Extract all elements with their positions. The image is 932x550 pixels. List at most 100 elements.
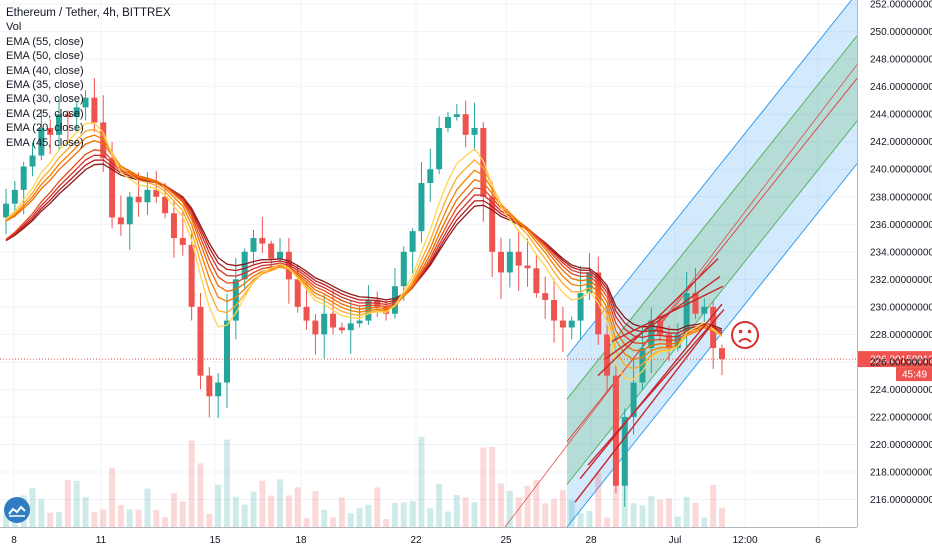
volume-bar [551,498,558,527]
volume-bar [206,513,213,527]
time-tick-label: 11 [96,535,107,546]
tradingview-logo-icon[interactable] [4,497,30,523]
candle-body [162,196,169,214]
candle-body [551,299,558,321]
candle-body [586,272,593,294]
candle-body [612,375,619,486]
candle-body [47,127,54,135]
current-price-label: 226.20158912 [870,355,932,366]
volume-bar [100,509,107,527]
wedge-line [597,258,719,377]
time-tick-label: 22 [410,535,422,546]
time-tick-label: 12:00 [732,535,757,546]
volume-bar [480,447,487,527]
ema-line-45 [5,154,723,339]
candle-body [604,334,611,376]
extended-trend-line [504,64,858,528]
candle-body [515,251,522,266]
volume-bar [294,487,301,527]
volume-bar [197,463,204,527]
volume-bar [418,436,425,527]
candle-body [400,251,407,287]
wedge-line [611,285,724,342]
price-tick-label: 240.00000000 [870,165,932,176]
volume-bar [82,496,89,527]
time-tick-label: 15 [209,535,221,546]
volume-bar [188,440,195,527]
legend-ema-4: EMA (35, close) [6,79,84,92]
price-tick-label: 238.00000000 [870,192,932,203]
candle-body [648,320,655,349]
wedge-line [579,303,723,480]
volume-bar [117,504,124,527]
candle-body [56,114,63,135]
volume-bar [542,503,549,527]
volume-bar [29,487,36,527]
volume-bar [321,509,328,527]
candle-body [135,196,142,203]
volume-bar [135,509,142,527]
price-tick-label: 224.00000000 [870,385,932,396]
candle-body [82,97,89,108]
grid [0,0,857,527]
volume-bar [223,439,230,527]
candle-body [277,251,284,259]
volume-bar [383,518,390,527]
volume-bar [241,504,248,527]
candle-body [347,323,354,331]
price-tick-label: 232.00000000 [870,275,932,286]
regression-channel [504,0,858,528]
volume-bar [444,511,451,527]
time-tick-label: 25 [500,535,512,546]
volume-bar [683,496,690,527]
candle-body [20,166,27,190]
volume-bar [338,497,345,527]
candle-body [73,107,80,117]
legend-ema-6: EMA (25, close) [6,107,84,120]
volume-bar [215,484,222,527]
candle-body [692,293,699,314]
volume-bar [586,510,593,527]
price-tick-label: 228.00000000 [870,330,932,341]
candle-body [506,251,513,273]
legend-ema-7: EMA (20, close) [6,122,84,135]
price-tick-label: 230.00000000 [870,302,932,313]
candle-body [630,382,637,417]
candle-body [719,348,725,360]
candle-body [356,320,363,324]
volume-bar [162,517,169,527]
volume-bar [648,496,655,527]
candle-body [498,251,505,273]
candle-body [215,382,222,397]
candle-body [471,127,478,135]
volume-bar [38,499,45,527]
candle-body [38,127,45,156]
candle-body [170,213,177,239]
candle-body [303,306,310,321]
volume-bar [506,490,513,527]
volume-bar [268,495,275,527]
candle-body [232,279,239,321]
candle-body [577,293,584,321]
volume-bar [91,512,98,527]
volume-bar [533,480,540,527]
legend-vol: Vol [6,21,22,34]
price-tick-label: 244.00000000 [870,110,932,121]
price-tick-label: 236.00000000 [870,220,932,231]
price-tick-label: 252.00000000 [870,0,932,11]
volume-bar [577,512,584,527]
time-tick-label: 18 [295,535,307,546]
volume-bar [250,491,257,527]
price-tick-label: 226.00000000 [870,357,932,368]
candle-body [3,203,9,218]
volume-bar [73,480,80,527]
price-tick-label: 234.00000000 [870,247,932,258]
price-tick-label: 220.00000000 [870,440,932,451]
candle-body [64,114,71,117]
volume-bar [436,483,443,527]
ema-line-25 [5,128,723,370]
legend-title: Ethereum / Tether, 4h, BITTREX [6,7,171,19]
volume-bar [312,491,319,527]
volume-bar [179,501,186,527]
